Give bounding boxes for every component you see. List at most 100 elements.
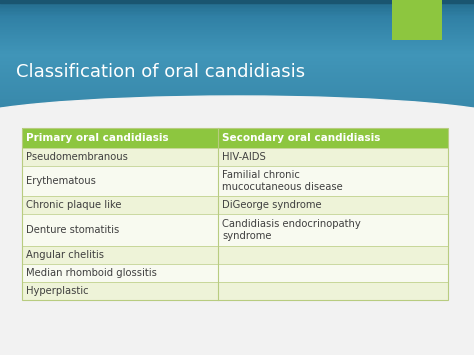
Bar (0, 31, 474, 33)
Bar (0, 77, 474, 79)
Bar (0, 108, 474, 355)
Bar (22, 214, 448, 246)
Bar (0, 67, 474, 69)
Bar (0, 39, 474, 41)
Bar (0, 99, 474, 100)
Bar (0, 103, 474, 104)
Bar (0, 96, 474, 98)
Text: Hyperplastic: Hyperplastic (26, 286, 89, 296)
Bar (22, 128, 448, 148)
Text: Median rhomboid glossitis: Median rhomboid glossitis (26, 268, 157, 278)
Bar (22, 264, 448, 282)
Text: Angular chelitis: Angular chelitis (26, 250, 104, 260)
Bar (392, 0, 442, 40)
Text: Familial chronic
mucocutaneous disease: Familial chronic mucocutaneous disease (222, 170, 343, 192)
Bar (22, 148, 448, 166)
Bar (22, 196, 448, 214)
Bar (0, 23, 474, 25)
Bar (0, 16, 474, 18)
Bar (0, 47, 474, 49)
Bar (0, 20, 474, 22)
Bar (0, 1, 474, 3)
Bar (0, 88, 474, 89)
Bar (0, 0, 474, 3)
Bar (0, 8, 474, 10)
Bar (0, 76, 474, 77)
Bar (0, 66, 474, 68)
Bar (0, 49, 474, 50)
Bar (0, 57, 474, 59)
Bar (0, 43, 474, 45)
Bar (0, 24, 474, 26)
Bar (0, 54, 474, 56)
Bar (0, 104, 474, 106)
Bar (0, 11, 474, 13)
Bar (0, 35, 474, 37)
Bar (22, 166, 448, 196)
Bar (0, 42, 474, 44)
Bar (0, 19, 474, 21)
Text: Secondary oral candidiasis: Secondary oral candidiasis (222, 133, 380, 143)
Bar (0, 89, 474, 91)
Text: Primary oral candidiasis: Primary oral candidiasis (26, 133, 169, 143)
Ellipse shape (0, 96, 474, 148)
Bar (0, 100, 474, 102)
Bar (0, 26, 474, 27)
Bar (0, 78, 474, 80)
Bar (0, 46, 474, 48)
Bar (0, 61, 474, 62)
Bar (0, 94, 474, 96)
Bar (0, 105, 474, 107)
Text: Pseudomembranous: Pseudomembranous (26, 152, 128, 162)
Bar (0, 81, 474, 83)
Bar (0, 10, 474, 11)
Bar (0, 101, 474, 103)
Bar (0, 72, 474, 73)
Text: Candidiasis endocrinopathy
syndrome: Candidiasis endocrinopathy syndrome (222, 219, 361, 241)
Text: Classification of oral candidiasis: Classification of oral candidiasis (16, 63, 305, 81)
Bar (0, 40, 474, 42)
Bar (0, 92, 474, 94)
Bar (0, 55, 474, 57)
Text: Erythematous: Erythematous (26, 176, 96, 186)
Bar (0, 34, 474, 36)
Bar (0, 65, 474, 67)
Text: Denture stomatitis: Denture stomatitis (26, 225, 119, 235)
Bar (0, 17, 474, 20)
Text: HIV-AIDS: HIV-AIDS (222, 152, 266, 162)
Bar (0, 27, 474, 29)
Bar (0, 15, 474, 17)
Bar (0, 4, 474, 6)
Bar (0, 38, 474, 40)
Text: DiGeorge syndrome: DiGeorge syndrome (222, 200, 322, 210)
Bar (0, 73, 474, 75)
Bar (0, 50, 474, 52)
Bar (0, 97, 474, 99)
Bar (0, 62, 474, 64)
Bar (0, 82, 474, 84)
Bar (0, 64, 474, 65)
Bar (0, 106, 474, 109)
Bar (0, 69, 474, 71)
Bar (0, 84, 474, 86)
Bar (0, 86, 474, 88)
Bar (22, 128, 448, 300)
Bar (0, 91, 474, 92)
Bar (0, 22, 474, 23)
Bar (0, 28, 474, 30)
Bar (0, 7, 474, 9)
Bar (0, 74, 474, 76)
Bar (22, 246, 448, 264)
Bar (0, 44, 474, 47)
Bar (0, 13, 474, 15)
Text: Chronic plaque like: Chronic plaque like (26, 200, 121, 210)
Bar (0, 12, 474, 14)
Bar (0, 32, 474, 34)
Bar (0, 5, 474, 7)
Bar (0, 53, 474, 55)
Bar (0, 3, 474, 5)
Bar (22, 282, 448, 300)
Bar (0, 70, 474, 72)
Bar (0, 51, 474, 53)
Bar (0, 58, 474, 60)
